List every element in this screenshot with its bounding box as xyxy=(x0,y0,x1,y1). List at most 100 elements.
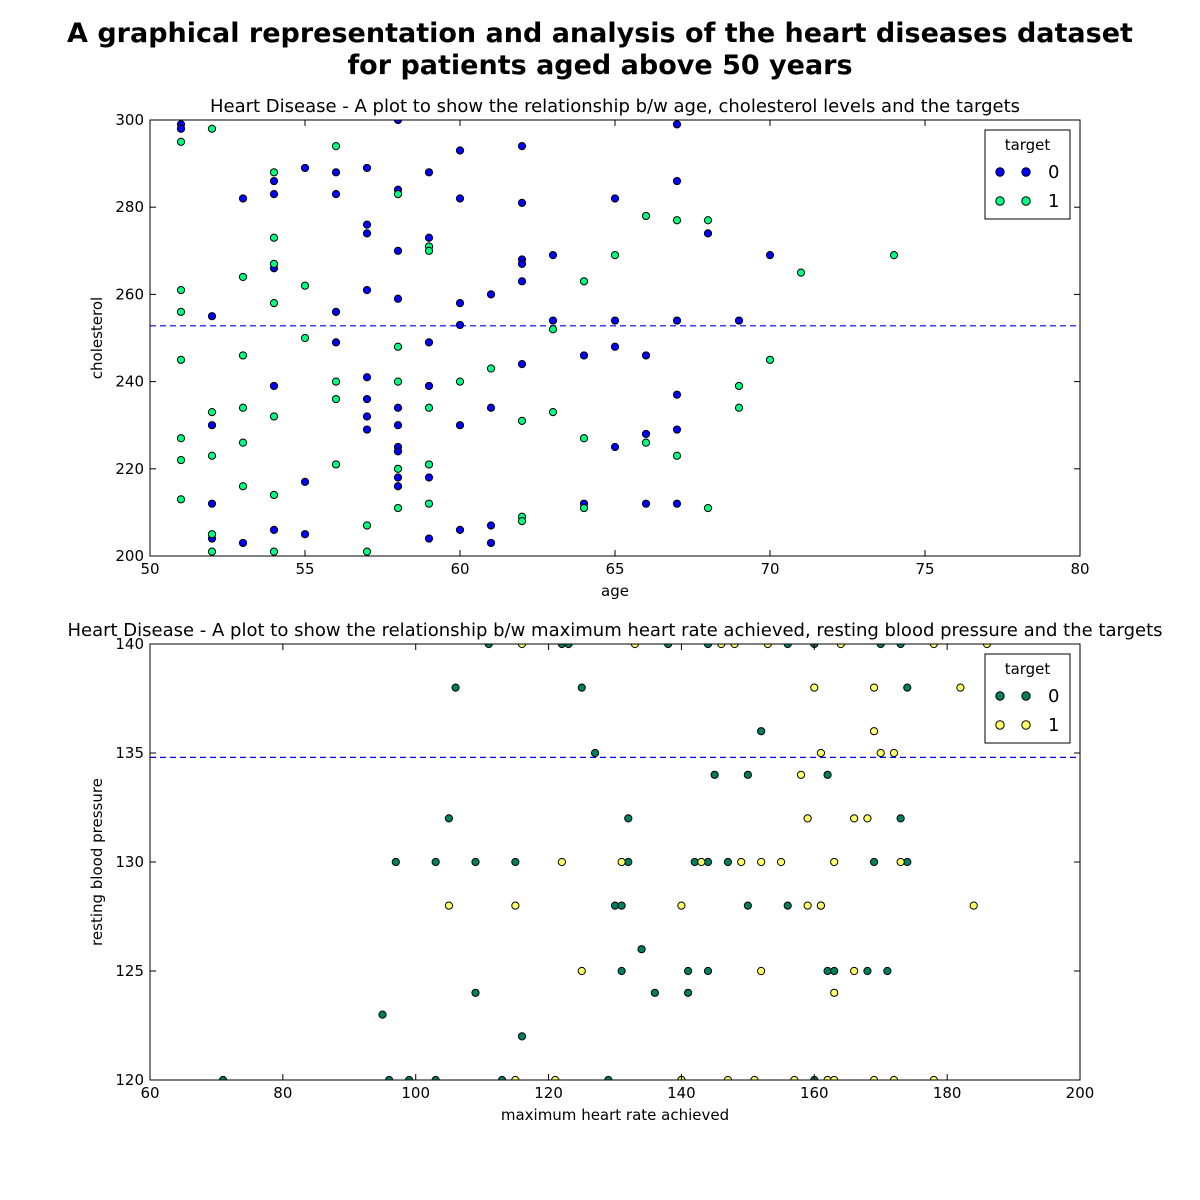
chart-1-legend-title: target xyxy=(1005,136,1051,154)
chart-1-series-0-point xyxy=(672,499,682,508)
chart-1-series-0-point xyxy=(610,442,620,452)
chart-2-series-0-point xyxy=(683,988,693,997)
chart-1-series-1-point xyxy=(269,233,279,242)
chart-2-series-1-point xyxy=(723,1075,733,1080)
chart-1-series-1-point xyxy=(176,137,186,146)
chart-2-series-0-point xyxy=(431,1075,440,1080)
chart-1-series-0-point xyxy=(269,176,279,186)
chart-2-series-0-point xyxy=(497,1075,507,1080)
chart-2-series-0-point xyxy=(444,814,454,823)
chart-1-series-0-point xyxy=(300,477,310,486)
chart-2-series-0-point xyxy=(617,966,626,976)
chart-1-series-1-point xyxy=(238,482,248,491)
chart-1-series-1-point xyxy=(207,547,217,556)
chart-1-series-0-point xyxy=(331,190,341,199)
chart-1-series-1-point xyxy=(641,211,651,221)
chart-2-series-0-point xyxy=(404,1075,414,1080)
chart-2-x-tick-label: 80 xyxy=(273,1084,292,1102)
chart-2-series-1-point xyxy=(803,814,812,823)
chart-1-series-0-point xyxy=(362,163,372,173)
chart-1-series-0-point xyxy=(641,351,651,360)
chart-1-series-0-point xyxy=(207,421,217,430)
chart-2-series-1-point xyxy=(896,857,905,867)
chart-1-series-1-point xyxy=(393,503,403,513)
chart-2-series-1-point xyxy=(617,857,626,867)
chart-1-series-0-point xyxy=(517,142,527,151)
chart-2-series-0-point xyxy=(590,748,600,758)
chart-1-series-0-point xyxy=(455,320,465,330)
chart-1-series-0-point xyxy=(765,251,775,260)
chart-1-series-0-point xyxy=(424,233,434,242)
chart-2-x-axis-label: maximum heart rate achieved xyxy=(501,1106,729,1124)
chart-1-series-1-point xyxy=(703,503,713,513)
chart-2-series-1-point xyxy=(889,748,899,758)
chart-2-series-0-point xyxy=(783,901,792,910)
chart-2-series-1-point xyxy=(776,857,786,867)
chart-1-series-0-point xyxy=(207,499,217,508)
chart-1-series-0-point xyxy=(331,307,341,316)
chart-1-points xyxy=(176,120,899,556)
chart-1-series-1-point xyxy=(269,259,279,268)
chart-2-series-0-point xyxy=(624,814,633,823)
chart-1-y-tick-label: 300 xyxy=(115,111,144,129)
chart-1-series-1-point xyxy=(269,547,279,556)
chart-1-series-1-point xyxy=(486,364,496,373)
chart-1-series-0-point xyxy=(269,381,279,391)
chart-2-series-1-point xyxy=(790,1075,799,1080)
chart-2-series-1-point xyxy=(869,1075,879,1080)
chart-1-series-1-point xyxy=(393,464,403,473)
chart-1-series-1-point xyxy=(269,412,279,421)
chart-1-legend: target 0 1 xyxy=(984,129,1071,220)
chart-1-series-0-point xyxy=(579,351,589,360)
chart-1-series-1-point xyxy=(548,325,558,334)
chart-1-series-1-point xyxy=(579,434,589,443)
chart-1-series-1-point xyxy=(176,307,186,316)
figure-title: A graphical representation and analysis … xyxy=(0,18,1200,82)
chart-2-series-0-point xyxy=(385,1075,394,1080)
chart-1-series-1-point xyxy=(207,530,217,539)
chart-1-legend-label-0: 0 xyxy=(1048,162,1059,183)
chart-2-series-0-point xyxy=(617,901,626,910)
chart-1-series-0-point xyxy=(641,429,651,439)
chart-1-series-0-point xyxy=(455,194,465,203)
chart-1-series-1-point xyxy=(579,503,589,513)
chart-1-series-1-point xyxy=(300,333,310,343)
chart-2-points xyxy=(218,644,992,1080)
chart-1-plot-frame xyxy=(149,119,1081,557)
chart-1-series-1-point xyxy=(393,377,403,386)
chart-2-series-0-point xyxy=(650,988,659,997)
chart-1-series-0-point xyxy=(455,146,465,155)
chart-2-series-1-point xyxy=(803,901,812,910)
chart-1-series-1-point xyxy=(393,190,403,199)
chart-1-series-1-point xyxy=(176,355,186,364)
chart-2-series-0-point xyxy=(903,683,912,692)
chart-1-series-1-point xyxy=(362,521,372,530)
chart-2-series-1-point xyxy=(551,1075,560,1080)
chart-2-legend-marker-1 xyxy=(995,720,1005,730)
chart-1-series-0-point xyxy=(486,290,496,299)
chart-1-series-0-point xyxy=(393,421,403,430)
chart-1-series-0-point xyxy=(548,251,558,260)
chart-2-series-0-point xyxy=(710,770,719,779)
chart-2-x-tick-label: 180 xyxy=(933,1084,962,1102)
chart-2-series-0-point xyxy=(683,966,693,976)
chart-1-series-0-point xyxy=(672,316,682,325)
chart-2-legend-marker-0 xyxy=(1021,691,1031,701)
chart-1-series-1-point xyxy=(734,381,744,391)
chart-1-series-0-point xyxy=(176,124,186,133)
chart-2-series-1-point xyxy=(557,857,566,867)
chart-1-series-1-point xyxy=(424,403,434,412)
chart-1-series-1-point xyxy=(207,408,217,417)
chart-1-series-1-point xyxy=(517,416,527,425)
chart-2-series-0-point xyxy=(451,683,460,692)
chart-1-series-1-point xyxy=(238,351,248,360)
chart-2-x-tick-label: 160 xyxy=(800,1084,829,1102)
chart-1-series-1-point xyxy=(641,438,651,447)
chart-1-series-0-point xyxy=(393,473,403,482)
chart-1-y-tick-label: 220 xyxy=(115,460,144,478)
chart-1-series-0-point xyxy=(393,246,403,255)
chart-2-x-tick-label: 120 xyxy=(534,1084,563,1102)
chart-2-series-1-point xyxy=(757,857,766,867)
chart-1-legend-marker-1 xyxy=(1021,196,1031,206)
chart-2-series-1-point xyxy=(876,748,885,758)
